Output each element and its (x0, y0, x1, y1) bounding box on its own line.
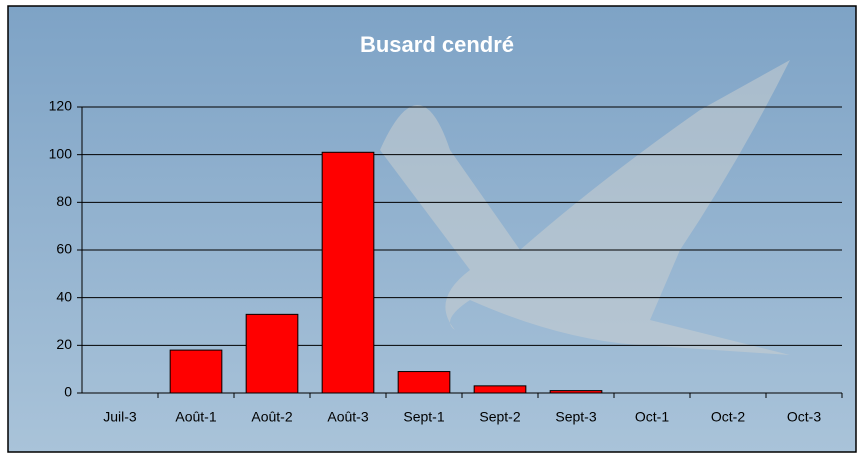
chart-title: Busard cendré (360, 32, 514, 57)
x-tick-label: Oct-3 (787, 409, 821, 425)
x-tick-label: Août-1 (175, 409, 216, 425)
bar (322, 152, 374, 393)
bar (474, 386, 526, 393)
x-tick-label: Août-3 (327, 409, 368, 425)
y-tick-label: 120 (49, 98, 73, 114)
bar (398, 372, 450, 393)
y-tick-label: 60 (56, 241, 72, 257)
x-tick-label: Sept-3 (555, 409, 596, 425)
x-tick-label: Août-2 (251, 409, 292, 425)
x-tick-label: Oct-2 (711, 409, 745, 425)
x-tick-label: Sept-2 (479, 409, 520, 425)
bar (246, 314, 298, 393)
x-tick-label: Sept-1 (403, 409, 444, 425)
y-tick-label: 100 (49, 145, 73, 161)
chart: Busard cendré 0 20 40 60 80 100 120 Juil-3 Août-… (0, 0, 864, 458)
bar (170, 350, 222, 393)
y-tick-label: 20 (56, 336, 72, 352)
y-tick-label: 80 (56, 193, 72, 209)
y-tick-label: 40 (56, 288, 72, 304)
x-tick-label: Oct-1 (635, 409, 669, 425)
x-tick-label: Juil-3 (103, 409, 137, 425)
y-tick-label: 0 (64, 384, 72, 400)
